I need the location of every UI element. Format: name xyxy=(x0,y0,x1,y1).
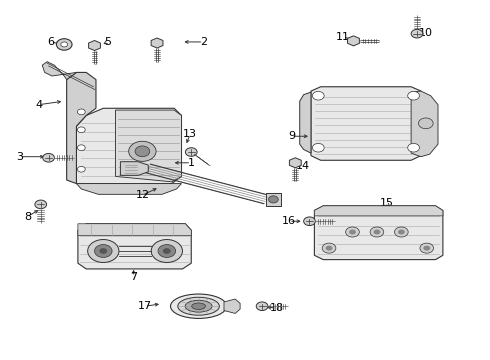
Circle shape xyxy=(313,143,324,152)
Polygon shape xyxy=(300,92,311,153)
Circle shape xyxy=(158,244,175,257)
Text: 1: 1 xyxy=(188,158,195,168)
Text: 8: 8 xyxy=(24,212,31,221)
Circle shape xyxy=(269,196,278,203)
Text: 4: 4 xyxy=(35,100,42,110)
Circle shape xyxy=(77,127,85,133)
Circle shape xyxy=(56,39,72,50)
Ellipse shape xyxy=(171,294,227,319)
Circle shape xyxy=(185,148,197,156)
Circle shape xyxy=(349,229,356,234)
Circle shape xyxy=(420,243,434,253)
Ellipse shape xyxy=(185,300,212,312)
Circle shape xyxy=(423,246,430,251)
Polygon shape xyxy=(76,184,181,194)
Polygon shape xyxy=(315,206,443,260)
Circle shape xyxy=(35,200,47,209)
Circle shape xyxy=(43,153,54,162)
Circle shape xyxy=(77,166,85,172)
Polygon shape xyxy=(151,38,163,48)
Text: 18: 18 xyxy=(270,303,284,314)
Circle shape xyxy=(408,91,419,100)
Circle shape xyxy=(135,146,150,157)
Polygon shape xyxy=(290,158,301,168)
Ellipse shape xyxy=(192,303,205,310)
Circle shape xyxy=(373,229,380,234)
Circle shape xyxy=(256,302,268,311)
Circle shape xyxy=(77,145,85,150)
Polygon shape xyxy=(411,91,438,157)
Circle shape xyxy=(163,248,171,254)
Polygon shape xyxy=(311,87,421,160)
Text: 2: 2 xyxy=(200,37,207,47)
Text: 5: 5 xyxy=(104,37,111,47)
Polygon shape xyxy=(67,72,96,184)
Polygon shape xyxy=(315,206,443,216)
Circle shape xyxy=(398,229,405,234)
Circle shape xyxy=(394,227,408,237)
Text: 10: 10 xyxy=(419,28,433,38)
Polygon shape xyxy=(116,110,181,182)
Circle shape xyxy=(304,217,316,226)
Polygon shape xyxy=(42,62,76,80)
Polygon shape xyxy=(89,41,100,50)
Polygon shape xyxy=(121,162,148,175)
Polygon shape xyxy=(78,224,191,269)
Circle shape xyxy=(129,141,156,161)
Text: 16: 16 xyxy=(282,216,296,226)
Polygon shape xyxy=(266,193,281,206)
Circle shape xyxy=(77,109,85,115)
Polygon shape xyxy=(78,224,191,235)
Text: 3: 3 xyxy=(16,152,23,162)
Text: 17: 17 xyxy=(138,301,152,311)
Circle shape xyxy=(345,227,359,237)
Text: 11: 11 xyxy=(336,32,350,42)
Text: 14: 14 xyxy=(295,161,310,171)
Circle shape xyxy=(88,239,119,262)
Text: 13: 13 xyxy=(183,129,197,139)
Polygon shape xyxy=(76,108,181,184)
Circle shape xyxy=(95,244,112,257)
Text: 15: 15 xyxy=(380,198,393,208)
Text: 7: 7 xyxy=(130,272,137,282)
Circle shape xyxy=(326,246,332,251)
Ellipse shape xyxy=(178,297,220,315)
Circle shape xyxy=(418,118,433,129)
Circle shape xyxy=(61,42,68,47)
Circle shape xyxy=(313,91,324,100)
Polygon shape xyxy=(347,36,359,46)
Text: 6: 6 xyxy=(47,37,54,47)
Circle shape xyxy=(411,30,423,38)
Text: 9: 9 xyxy=(288,131,295,141)
Circle shape xyxy=(370,227,384,237)
Polygon shape xyxy=(224,299,240,314)
Text: 12: 12 xyxy=(135,190,149,200)
Circle shape xyxy=(151,239,182,262)
Circle shape xyxy=(99,248,107,254)
Circle shape xyxy=(322,243,336,253)
Circle shape xyxy=(408,143,419,152)
